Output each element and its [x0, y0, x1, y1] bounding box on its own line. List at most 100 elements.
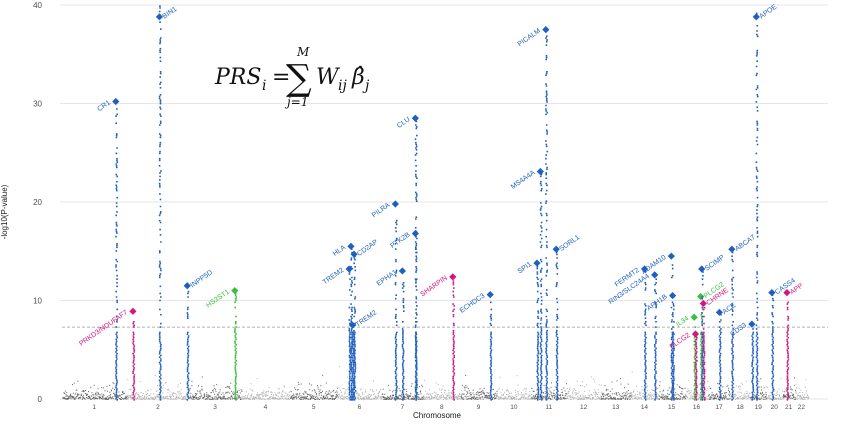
locus-clu: CLU [396, 114, 419, 401]
x-tick-label: 21 [785, 404, 793, 411]
locus-label: SCIMP [704, 254, 726, 273]
locus-snp-column [186, 290, 190, 401]
locus-snp-column [755, 12, 759, 401]
x-tick-label: 8 [440, 404, 444, 411]
locus-snp-column [351, 326, 355, 401]
chromosome-10-snp-cloud [496, 375, 533, 400]
locus-snp-column [545, 35, 549, 401]
locus-snp-column [115, 108, 119, 401]
lead-snp-marker [155, 13, 164, 21]
chromosome-20-points [765, 378, 784, 400]
locus-label: CR1 [96, 99, 112, 113]
chromosome-10-points [496, 375, 533, 400]
locus-trem2: TREM2 [348, 309, 379, 401]
locus-label: TREM2 [322, 267, 346, 286]
lead-snp-marker [542, 26, 550, 34]
lead-snp-marker [536, 167, 544, 176]
x-tick-label: 10 [510, 404, 518, 411]
locus-label: HS3ST1 [205, 289, 231, 310]
locus-sharpin: SHARPIN [419, 273, 457, 401]
x-tick-label: 14 [641, 404, 649, 411]
x-tick-label: 12 [580, 404, 588, 411]
locus-snp-column [771, 294, 775, 401]
locus-spi1: SPI1 [517, 259, 541, 401]
formula-sum-lower: j=1 [284, 95, 308, 109]
locus-ms4a4a: MS4A4A [510, 167, 544, 401]
formula-lhs-subscript: i [262, 78, 266, 94]
formula-lhs: PRS [214, 65, 261, 90]
lead-snp-marker [690, 313, 698, 321]
locus-snp-column [643, 271, 647, 401]
locus-snp-column [700, 297, 703, 401]
x-tick-label: 7 [400, 404, 404, 411]
locus-label: PILRA [371, 202, 392, 220]
chromosome-11-points [531, 382, 568, 400]
lead-snp-marker [345, 265, 353, 273]
chromosome-16-points [685, 379, 710, 400]
grid-lines [60, 4, 828, 400]
lead-snp-marker [669, 291, 677, 300]
locus-snp-column [401, 282, 405, 401]
chromosome-16-snp-cloud [685, 379, 710, 400]
chromosome-2-snp-cloud [126, 375, 191, 400]
lead-snp-marker [411, 114, 419, 122]
chromosome-9-points [460, 374, 498, 400]
chromosome-17-snp-cloud [708, 383, 731, 400]
chromosome-21-points [782, 377, 797, 400]
x-tick-label: 2 [156, 404, 160, 411]
chromosome-6-points [337, 366, 383, 400]
chromosome-22-points [794, 379, 810, 400]
locus-label: PTK2B [389, 231, 411, 250]
chromosome-7-points [382, 383, 425, 400]
x-tick-label: 22 [798, 404, 806, 411]
chromosome-12-snp-cloud [566, 376, 603, 400]
chromosome-18-snp-cloud [729, 380, 752, 400]
x-tick-label: 20 [771, 404, 779, 411]
lead-snp-marker [640, 265, 649, 273]
locus-hla: HLA [332, 242, 355, 401]
locus-cr1: CR1 [96, 97, 120, 401]
chromosome-5-snp-cloud [290, 374, 339, 400]
locus-chrne: CHRNE [699, 287, 730, 401]
lead-snp-marker [411, 229, 419, 238]
locus-echdc3: ECHDC3 [459, 290, 494, 401]
x-tick-label: 3 [213, 404, 217, 411]
x-tick-label: 15 [668, 404, 676, 411]
locus-picalm: PICALM [517, 26, 550, 401]
chromosome-3-points [189, 376, 243, 400]
locus-label: IL34 [675, 315, 690, 329]
chromosome-11-snp-cloud [531, 382, 568, 400]
chromosome-2-points [126, 375, 191, 400]
locus-label: ECHDC3 [459, 292, 487, 314]
lead-snp-marker [231, 287, 239, 295]
locus-hs3st1: HS3ST1 [205, 287, 239, 401]
lead-snp-marker [347, 242, 355, 250]
x-tick-label: 11 [545, 404, 552, 411]
locus-ace: ACE [715, 302, 738, 401]
x-tick-label: 13 [612, 404, 620, 411]
locus-snp-column [489, 301, 493, 401]
lead-snp-marker [783, 289, 791, 297]
chromosome-12-points [566, 376, 603, 400]
chromosome-3-snp-cloud [189, 376, 243, 400]
lead-snp-marker [350, 250, 358, 258]
locus-label: CD33 [729, 322, 748, 338]
x-tick-label: 18 [737, 404, 745, 411]
locus-cd33: CD33 [729, 320, 756, 401]
chromosome-7-snp-cloud [382, 383, 425, 400]
chromosome-4-snp-cloud [240, 378, 292, 400]
locus-label: TREM2 [355, 309, 379, 328]
locus-snp-column [158, 5, 162, 401]
locus-label: SPI1 [517, 261, 534, 275]
lead-snp-marker [129, 307, 137, 315]
chromosome-13-points [601, 378, 632, 400]
locus-inpp5d: INPP5D [183, 269, 214, 401]
locus-snp-column [353, 255, 357, 401]
locus-rin3-slc24a4: RIN3/SLC24A4 [608, 271, 659, 401]
lead-snp-marker [698, 265, 706, 273]
x-tick-label: 16 [693, 404, 701, 411]
chromosome-13-snp-cloud [601, 378, 632, 400]
lead-snp-marker [391, 200, 399, 208]
chromosome-1-snp-cloud [62, 380, 128, 400]
locus-sorl1: SORL1 [552, 234, 581, 401]
